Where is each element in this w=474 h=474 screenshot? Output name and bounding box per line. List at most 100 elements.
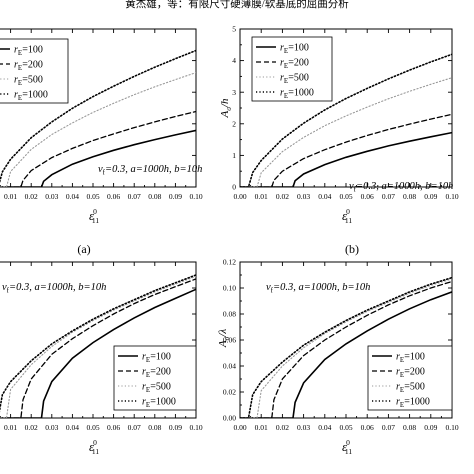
annotation-sub: f: [271, 287, 274, 295]
chart-panel-c: 0.01 0.02 0.03 0.04 0.05 0.06 0.07 0.08 0.09 0.10…: [0, 261, 203, 456]
legend-label-sub: E: [284, 77, 288, 85]
annotation-rest: =0.3, a=1000h, b=10h: [9, 282, 106, 293]
x-tick-label: 0.05: [339, 423, 352, 432]
x-axis-label: ε0 11: [342, 438, 352, 456]
legend-label-sub: E: [400, 371, 404, 379]
legend-label-r: r: [280, 73, 284, 84]
series-group: [0, 274, 196, 418]
legend-label-value: =100: [22, 45, 43, 56]
legend-label-value: =1000: [22, 90, 48, 101]
x-tick-label: 0.03: [297, 423, 310, 432]
x-tick-label: 0.07: [382, 423, 395, 432]
annotation-v: v: [349, 181, 354, 192]
y-axis-label-main: A: [219, 111, 231, 119]
legend-label-value: =200: [150, 367, 171, 378]
legend-label-sub: E: [400, 386, 404, 394]
legend-label-sub: E: [284, 62, 288, 70]
x-axis-label-sub: 11: [92, 216, 99, 225]
legend-label-r: r: [142, 397, 146, 408]
legend-label: rE=1000: [396, 397, 430, 410]
series-line-rE-100: [0, 129, 196, 187]
x-tick-label: 0.04: [318, 423, 331, 432]
legend-label-r: r: [14, 90, 18, 101]
annotation-sub: f: [7, 287, 10, 295]
legend-label-value: =1000: [404, 397, 430, 408]
legend-label-value: =100: [150, 352, 171, 363]
legend-label-sub: E: [146, 356, 150, 364]
legend-label: rE=100: [280, 43, 309, 56]
x-axis-label-sup: 0: [346, 438, 350, 447]
legend-label-r: r: [396, 382, 400, 393]
panel-label: (a): [77, 242, 90, 256]
annotation-v: v: [2, 282, 7, 293]
x-tick-label: 0.00: [233, 423, 246, 432]
x-tick-label: 0.10: [445, 192, 458, 201]
x-tick-label: 0.02: [25, 192, 38, 201]
chart-panel-b: 0.00 0.01 0.02 0.03 0.04 0.05 0.06 0.07 0.08 0.09…: [219, 25, 459, 256]
x-axis-label: ε0 11: [89, 438, 99, 456]
legend-label-r: r: [280, 43, 284, 54]
x-tick-label: 0.05: [339, 192, 352, 201]
y-tick-label: 2: [232, 119, 236, 128]
y-axis-label-main: A: [217, 340, 229, 348]
legend-label-value: =100: [288, 43, 309, 54]
y-tick-label: 0.10: [223, 284, 236, 293]
y-tick-label: 0.06: [223, 336, 236, 345]
annotation-sub: f: [354, 186, 357, 194]
legend-label-sub: E: [146, 386, 150, 394]
series-group: [240, 276, 452, 418]
legend-label-sub: E: [18, 49, 22, 57]
x-axis-label-sup: 0: [93, 438, 97, 447]
x-axis-label-sup: 0: [346, 207, 350, 216]
x-tick-label: 0.09: [169, 192, 182, 201]
legend-label-value: =200: [22, 60, 43, 71]
x-axis-label-sub: 11: [92, 447, 99, 456]
x-tick-label: 0.04: [66, 192, 79, 201]
x-tick-label: 0.03: [297, 192, 310, 201]
running-title: 黄杰雄，等：有限尺寸硬薄膜/软基底的屈曲分析: [125, 0, 349, 10]
y-tick-label: 0.08: [223, 310, 236, 319]
x-tick-label: 0.06: [107, 423, 120, 432]
annotation-v: v: [266, 282, 271, 293]
legend-label-sub: E: [400, 356, 404, 364]
series-line-rE-1000: [0, 49, 196, 184]
legend-label-r: r: [14, 45, 18, 56]
annotation-rest: =0.3, a=1000h, b=10h: [356, 181, 453, 192]
legend-label-value: =500: [404, 382, 425, 393]
legend-label: rE=500: [396, 382, 425, 395]
x-axis-label: ε0 11: [89, 207, 99, 225]
x-axis-label-symbol: ε: [342, 439, 348, 454]
legend-label: rE=200: [142, 367, 171, 380]
x-tick-label: 0.10: [189, 423, 202, 432]
y-tick-label: 0: [232, 183, 236, 192]
x-tick-label: 0.09: [424, 423, 437, 432]
y-tick-label: 0.12: [223, 258, 236, 267]
legend-label-r: r: [396, 397, 400, 408]
legend-label: rE=100: [396, 352, 425, 365]
annotation: vf=0.3, a=1000h, b=10h: [2, 282, 106, 295]
y-axis-label: Aσ/λ: [217, 329, 231, 348]
legend-label: rE=200: [14, 60, 43, 73]
legend-label: rE=500: [142, 382, 171, 395]
series-line-rE-100: [240, 131, 452, 187]
legend-label-sub: E: [146, 371, 150, 379]
legend-label: rE=200: [396, 367, 425, 380]
legend-label-r: r: [14, 75, 18, 86]
x-tick-label: 0.01: [255, 192, 268, 201]
y-axis-label-sub: σ: [222, 336, 231, 340]
series-line-rE-200: [0, 110, 196, 187]
legend-label-sub: E: [18, 79, 22, 87]
legend-box: [0, 38, 69, 104]
y-axis-label: Aσ/h: [219, 98, 233, 118]
legend-label-sub: E: [284, 92, 288, 100]
y-axis-label-sub: σ: [224, 107, 233, 111]
y-tick-label: 0.00: [223, 414, 236, 423]
annotation-v: v: [98, 164, 103, 175]
legend-label-value: =1000: [150, 397, 176, 408]
legend-label: rE=500: [280, 73, 309, 86]
x-axis-label: ε0 11: [342, 207, 352, 225]
legend-label-r: r: [14, 60, 18, 71]
series-group: [0, 49, 196, 187]
y-axis-label-tail: /λ: [217, 329, 229, 338]
